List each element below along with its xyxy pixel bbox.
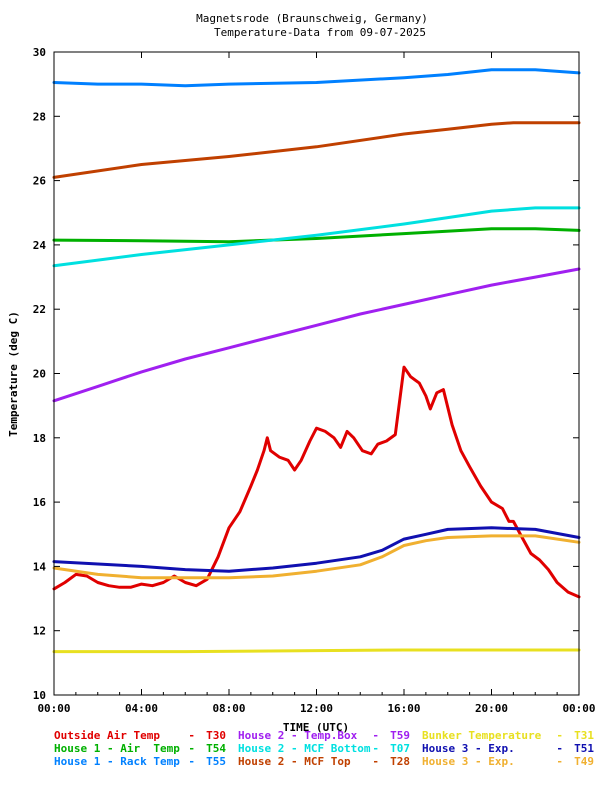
- series-line-t49: [52, 534, 581, 580]
- y-tick-label: 24: [33, 239, 47, 252]
- series-line-t31: [52, 648, 581, 654]
- legend-entry-dash: -: [188, 729, 195, 742]
- legend-entry-code: T54: [206, 742, 226, 755]
- x-tick-label: 08:00: [212, 702, 245, 715]
- legend-entry-code: T51: [574, 742, 594, 755]
- legend-entry-dash: -: [372, 729, 379, 742]
- plot-lines: [52, 68, 581, 654]
- legend-entry-dash: -: [556, 755, 563, 768]
- legend-entry-name: House 2 - MCF Bottom: [238, 742, 371, 755]
- series-line-t28: [52, 121, 581, 179]
- legend-entry-name: Bunker Temperature: [422, 729, 542, 742]
- legend-entry-dash: -: [556, 729, 563, 742]
- legend-entry-code: T28: [390, 755, 410, 768]
- legend-entry-code: T59: [390, 729, 410, 742]
- legend-entry-dash: -: [188, 742, 195, 755]
- x-axis: 00:00 04:00 08:00 12:00 16:00 20:00 00:00: [37, 52, 596, 715]
- legend-entry-dash: -: [188, 755, 195, 768]
- y-tick-label: 28: [33, 110, 46, 123]
- series-line-t59: [52, 267, 581, 403]
- legend-entry-name: House 2 - MCF Top: [238, 755, 351, 768]
- legend-entry-code: T49: [574, 755, 594, 768]
- series-line-t07: [52, 206, 581, 268]
- x-tick-label: 16:00: [387, 702, 420, 715]
- y-tick-label: 20: [33, 368, 46, 381]
- x-tick-label: 12:00: [300, 702, 333, 715]
- y-axis: 10 12 14 16 18 20 22 24 26 28 30: [33, 46, 579, 702]
- y-tick-label: 14: [33, 560, 47, 573]
- y-tick-label: 26: [33, 175, 47, 188]
- x-tick-label: 04:00: [125, 702, 158, 715]
- y-axis-label: Temperature (deg C): [7, 311, 20, 437]
- legend-entry-name: Outside Air Temp: [54, 729, 160, 742]
- chart-subtitle: Temperature-Data from 09-07-2025: [214, 26, 426, 39]
- legend-entry-dash: -: [372, 742, 379, 755]
- series-line-t30: [52, 365, 581, 599]
- y-tick-label: 10: [33, 689, 46, 702]
- legend-entry-name: House 3 - Exp.: [422, 742, 515, 755]
- series-line-t54: [52, 227, 581, 244]
- legend-entry-code: T07: [390, 742, 410, 755]
- x-tick-label: 20:00: [475, 702, 508, 715]
- y-tick-label: 12: [33, 625, 46, 638]
- legend-entry-name: House 1 - Air Temp: [54, 742, 180, 755]
- legend-entry-name: House 2 - Temp.Box: [238, 729, 358, 742]
- legend-entry-dash: -: [372, 755, 379, 768]
- legend-entry-code: T31: [574, 729, 594, 742]
- y-tick-label: 16: [33, 496, 47, 509]
- x-tick-label: 00:00: [562, 702, 595, 715]
- legend-entry-name: House 1 - Rack Temp: [54, 755, 180, 768]
- legend-entry-name: House 3 - Exp.: [422, 755, 515, 768]
- x-axis-label: TIME (UTC): [283, 721, 349, 734]
- series-line-t55: [52, 68, 581, 88]
- y-tick-label: 22: [33, 303, 46, 316]
- legend-entry-code: T30: [206, 729, 226, 742]
- series-line-t51: [52, 526, 581, 573]
- y-tick-label: 30: [33, 46, 46, 59]
- legend-entry-code: T55: [206, 755, 226, 768]
- x-tick-label: 00:00: [37, 702, 70, 715]
- chart-title: Magnetsrode (Braunschweig, Germany): [196, 12, 428, 25]
- legend-entry-dash: -: [556, 742, 563, 755]
- y-tick-label: 18: [33, 432, 46, 445]
- legend: Outside Air Temp - T30 House 2 - Temp.Box - T…: [54, 729, 594, 768]
